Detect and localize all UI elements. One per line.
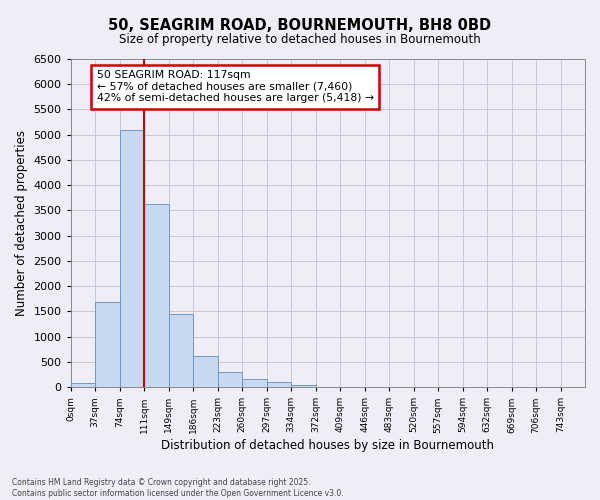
- Text: Contains HM Land Registry data © Crown copyright and database right 2025.
Contai: Contains HM Land Registry data © Crown c…: [12, 478, 344, 498]
- Text: 50, SEAGRIM ROAD, BOURNEMOUTH, BH8 0BD: 50, SEAGRIM ROAD, BOURNEMOUTH, BH8 0BD: [109, 18, 491, 32]
- Bar: [316, 386, 340, 387]
- Bar: [218, 372, 242, 387]
- Bar: [71, 383, 95, 387]
- Text: Size of property relative to detached houses in Bournemouth: Size of property relative to detached ho…: [119, 32, 481, 46]
- Bar: [193, 356, 218, 387]
- Bar: [291, 384, 316, 387]
- Text: 50 SEAGRIM ROAD: 117sqm
← 57% of detached houses are smaller (7,460)
42% of semi: 50 SEAGRIM ROAD: 117sqm ← 57% of detache…: [97, 70, 374, 103]
- Bar: [169, 314, 193, 387]
- Bar: [144, 204, 169, 387]
- Bar: [95, 302, 119, 387]
- Bar: [266, 382, 291, 387]
- Bar: [119, 130, 144, 387]
- X-axis label: Distribution of detached houses by size in Bournemouth: Distribution of detached houses by size …: [161, 440, 494, 452]
- Bar: [242, 379, 266, 387]
- Y-axis label: Number of detached properties: Number of detached properties: [15, 130, 28, 316]
